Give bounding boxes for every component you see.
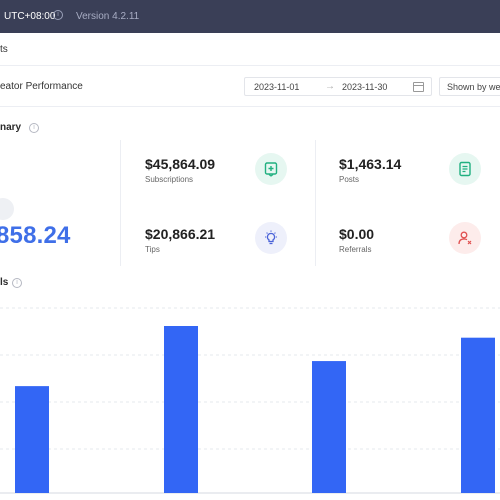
- chart-bar[interactable]: [15, 386, 49, 493]
- date-range-picker[interactable]: 2023-11-01 → 2023-11-30: [244, 77, 432, 96]
- referrals-label: Referrals: [339, 245, 372, 254]
- grouping-select[interactable]: Shown by week: [439, 77, 500, 96]
- date-from[interactable]: 2023-11-01: [254, 82, 300, 92]
- top-bar: UTC+08:00 i Version 4.2.11: [0, 0, 500, 33]
- subscription-icon: [255, 153, 287, 185]
- subscriptions-label: Subscriptions: [145, 175, 194, 184]
- posts-value: $1,463.14: [339, 156, 402, 172]
- tips-value: $20,866.21: [145, 226, 216, 242]
- chart-bar[interactable]: [164, 326, 198, 493]
- arrow-right-icon: →: [325, 81, 335, 92]
- divider: [315, 140, 316, 266]
- divider: [120, 140, 121, 266]
- details-info-icon[interactable]: i: [12, 278, 22, 288]
- summary-title: nary: [0, 122, 22, 133]
- performance-title: eator Performance: [0, 81, 83, 92]
- total-earnings: 858.24: [0, 222, 71, 249]
- info-icon[interactable]: i: [53, 10, 63, 20]
- timezone-label: UTC+08:00: [4, 11, 56, 22]
- tab-active[interactable]: ts: [0, 44, 8, 55]
- earnings-chart-svg: [0, 307, 500, 494]
- referrals-value: $0.00: [339, 226, 375, 242]
- summary-info-icon[interactable]: i: [29, 123, 39, 133]
- tips-label: Tips: [145, 245, 160, 254]
- version-label: Version 4.2.11: [76, 11, 140, 22]
- calendar-icon[interactable]: [413, 82, 424, 92]
- tab-bar: ts: [0, 33, 500, 66]
- subscriptions-value: $45,864.09: [145, 156, 216, 172]
- details-title: ls: [0, 277, 9, 288]
- chart-bar[interactable]: [461, 337, 495, 493]
- earnings-icon: [0, 198, 14, 220]
- performance-header: eator Performance 2023-11-01 → 2023-11-3…: [0, 67, 500, 107]
- tips-icon: [255, 222, 287, 254]
- referrals-icon: [449, 222, 481, 254]
- chart-bar[interactable]: [312, 361, 346, 493]
- earnings-chart: [0, 300, 500, 500]
- posts-label: Posts: [339, 175, 360, 184]
- posts-icon: [449, 153, 481, 185]
- date-to[interactable]: 2023-11-30: [342, 82, 388, 92]
